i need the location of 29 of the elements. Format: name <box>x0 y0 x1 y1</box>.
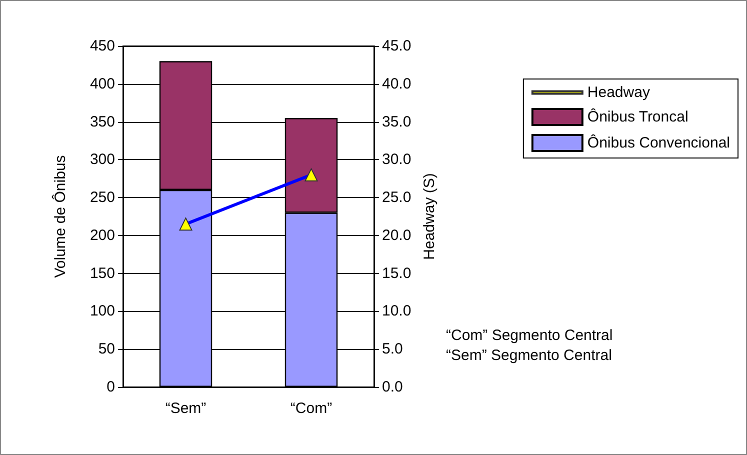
y-tick-label: 350 <box>90 113 115 130</box>
y2-tick-label: 0.0 <box>382 378 403 396</box>
y-tick-label: 450 <box>90 38 115 54</box>
y-tick-label: 300 <box>90 151 115 168</box>
y2-axis-title: Headway (S) <box>421 173 438 260</box>
y2-tick-label: 45.0 <box>382 38 412 54</box>
y2-tick-label: 25.0 <box>382 189 412 206</box>
y-tick-label: 200 <box>90 226 115 244</box>
legend-label: Headway <box>587 84 650 101</box>
y2-tick-label: 20.0 <box>382 226 412 244</box>
x-tick-label: “Com” <box>290 400 332 417</box>
x-tick-label: “Sem” <box>165 400 206 417</box>
text: “Com” Segmento Central <box>446 327 613 344</box>
y2-tick-label: 40.0 <box>382 75 412 92</box>
legend-label: Ônibus Troncal <box>587 108 688 126</box>
y-axis-title: Volume de Ônibus <box>51 155 69 278</box>
y-tick-label: 250 <box>90 189 115 206</box>
y2-tick-label: 5.0 <box>382 340 403 358</box>
legend-label: Ônibus Convencional <box>587 134 730 152</box>
y2-tick-label: 35.0 <box>382 113 412 130</box>
y-tick-label: 0 <box>106 378 115 396</box>
y-tick-label: 400 <box>90 75 115 92</box>
y2-tick-label: 15.0 <box>382 264 412 282</box>
y2-tick-label: 10.0 <box>382 302 412 320</box>
y2-tick-label: 30.0 <box>382 151 412 168</box>
y-tick-label: 150 <box>90 264 115 282</box>
text: “Sem” Segmento Central <box>446 347 612 364</box>
y-tick-label: 100 <box>90 302 115 320</box>
y-tick-label: 50 <box>98 340 115 358</box>
